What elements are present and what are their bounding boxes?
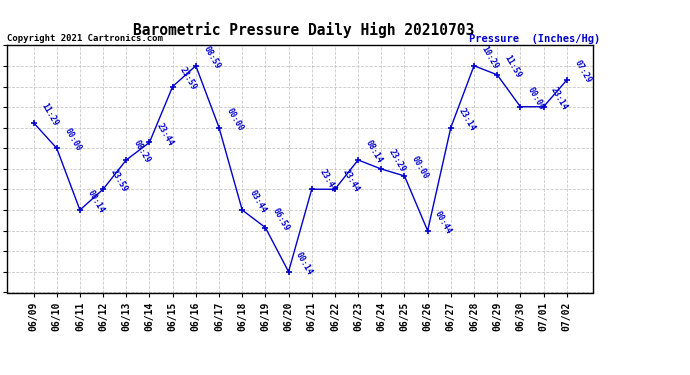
Text: 23:14: 23:14	[456, 106, 477, 132]
Text: 00:00: 00:00	[224, 106, 245, 132]
Text: 10:29: 10:29	[480, 44, 500, 70]
Text: 23:44: 23:44	[340, 168, 361, 194]
Text: 00:00: 00:00	[410, 154, 431, 181]
Text: 03:44: 03:44	[248, 189, 268, 215]
Text: 00:14: 00:14	[86, 189, 106, 215]
Text: Copyright 2021 Cartronics.com: Copyright 2021 Cartronics.com	[7, 34, 163, 43]
Text: 23:29: 23:29	[387, 148, 407, 174]
Text: 08:59: 08:59	[201, 44, 221, 70]
Text: 08:29: 08:29	[132, 139, 152, 165]
Text: 07:29: 07:29	[572, 59, 593, 85]
Text: 00:44: 00:44	[433, 209, 453, 236]
Text: Barometric Pressure Daily High 20210703: Barometric Pressure Daily High 20210703	[133, 22, 474, 39]
Text: 23:44: 23:44	[155, 121, 175, 147]
Text: 11:29: 11:29	[39, 101, 59, 128]
Text: 00:00: 00:00	[62, 127, 83, 153]
Text: 00:00: 00:00	[526, 86, 546, 111]
Text: 23:44: 23:44	[317, 168, 337, 194]
Text: 00:14: 00:14	[294, 251, 315, 276]
Text: 08:14: 08:14	[364, 139, 384, 165]
Text: 06:59: 06:59	[271, 206, 291, 232]
Text: 23:14: 23:14	[549, 86, 569, 111]
Text: 11:59: 11:59	[503, 53, 523, 80]
Text: 23:59: 23:59	[178, 65, 199, 91]
Text: Pressure  (Inches/Hg): Pressure (Inches/Hg)	[469, 34, 600, 44]
Text: 23:59: 23:59	[108, 168, 129, 194]
